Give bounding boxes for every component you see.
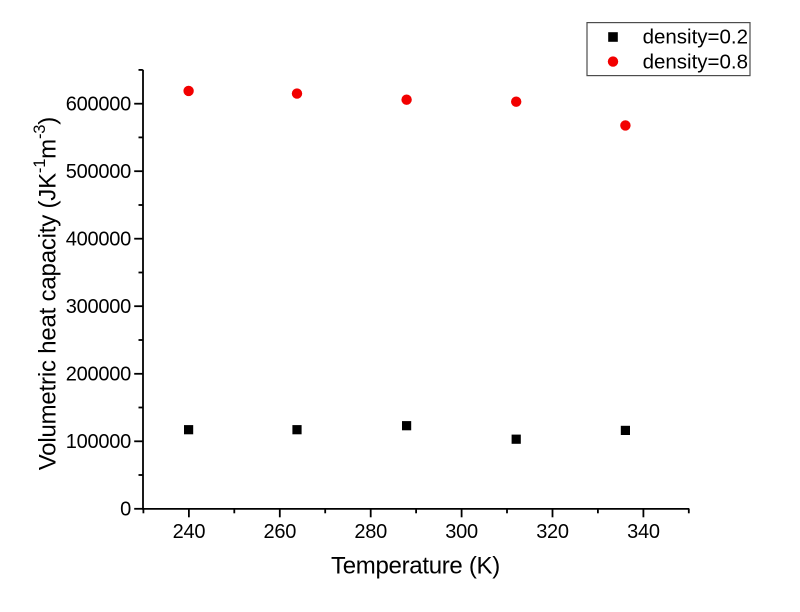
svg-text:0: 0 xyxy=(120,499,131,521)
svg-text:200000: 200000 xyxy=(66,364,131,386)
svg-text:400000: 400000 xyxy=(66,229,131,251)
svg-text:300000: 300000 xyxy=(66,296,131,318)
svg-text:260: 260 xyxy=(263,521,296,543)
svg-text:320: 320 xyxy=(536,521,569,543)
svg-text:280: 280 xyxy=(354,521,387,543)
svg-text:density=0.8: density=0.8 xyxy=(643,50,748,73)
svg-text:density=0.2: density=0.2 xyxy=(643,26,748,49)
svg-text:340: 340 xyxy=(627,521,660,543)
svg-text:600000: 600000 xyxy=(66,93,131,115)
svg-text:500000: 500000 xyxy=(66,161,131,183)
svg-text:100000: 100000 xyxy=(66,431,131,453)
svg-text:300: 300 xyxy=(445,521,478,543)
svg-text:Volumetric heat capacity (JK-1: Volumetric heat capacity (JK-1m-3) xyxy=(31,117,62,470)
svg-text:Temperature (K): Temperature (K) xyxy=(331,553,500,580)
svg-text:240: 240 xyxy=(173,521,206,543)
